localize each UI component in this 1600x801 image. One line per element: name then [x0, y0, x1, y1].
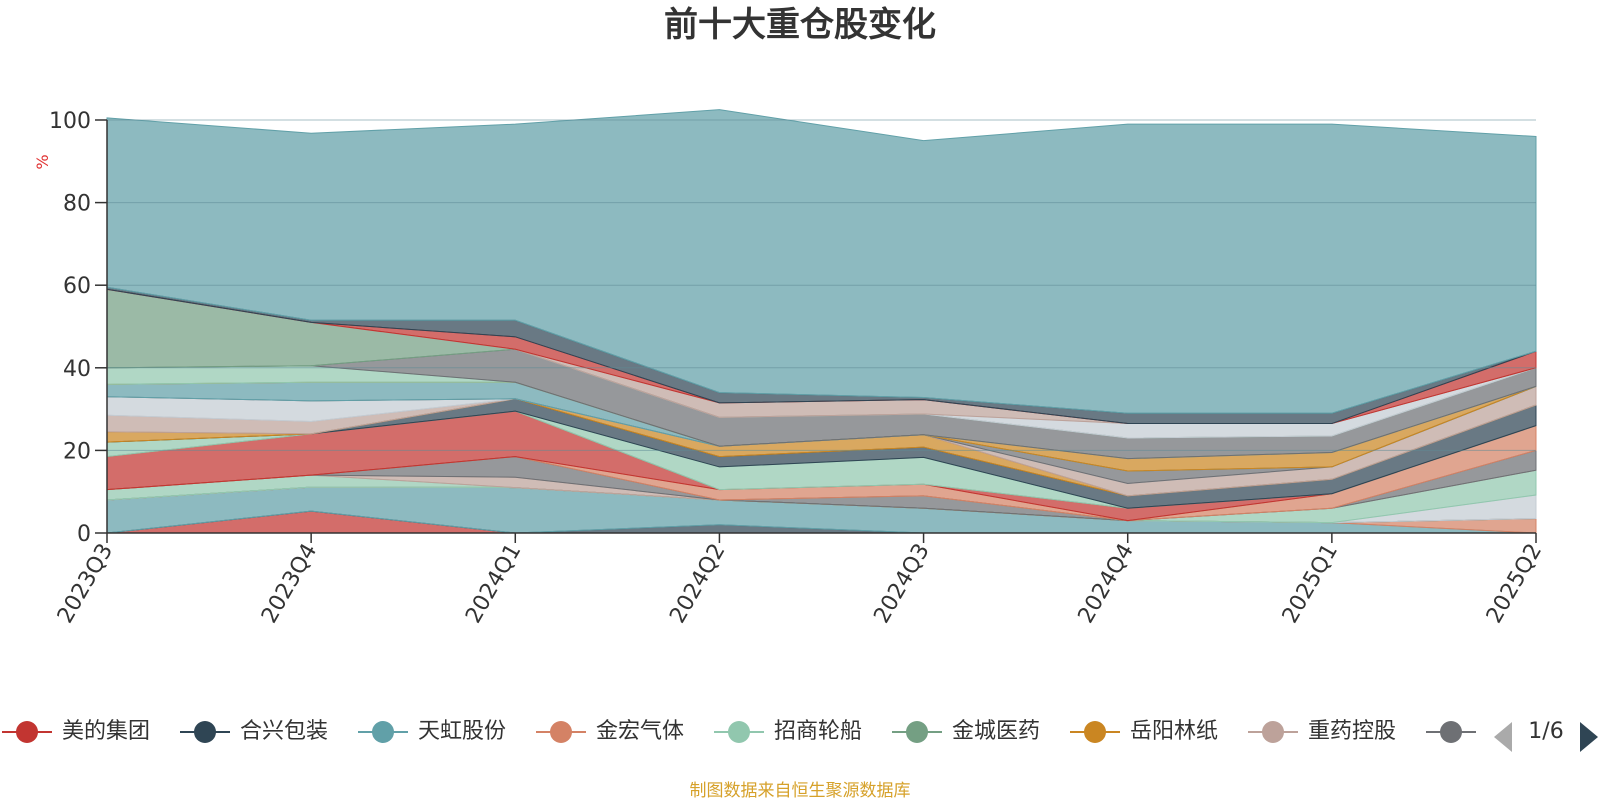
legend-dot-icon: [194, 721, 216, 743]
legend: 美的集团 合兴包装 天虹股份 金宏气体 招商轮船 金城医药 岳阳林纸 重药控股: [0, 712, 1600, 752]
legend-page-indicator: 1/6: [1528, 719, 1564, 744]
legend-items: 美的集团 合兴包装 天虹股份 金宏气体 招商轮船 金城医药 岳阳林纸 重药控股: [0, 712, 1482, 752]
legend-item[interactable]: 岳阳林纸: [1070, 712, 1240, 752]
legend-pager: 1/6: [1494, 712, 1600, 752]
y-tick-label: 20: [63, 439, 91, 464]
legend-item[interactable]: 金城医药: [892, 712, 1062, 752]
legend-label: 天虹股份: [418, 719, 507, 744]
area-layer: [106, 109, 1537, 534]
legend-dot-icon: [1262, 721, 1284, 743]
legend-item[interactable]: 重药控股: [1248, 712, 1418, 752]
x-tick-label: 2024Q4: [1074, 540, 1139, 628]
legend-next-page-icon[interactable]: [1580, 722, 1598, 752]
y-tick-label: 40: [63, 357, 91, 382]
legend-item[interactable]: 金宏气体: [536, 712, 706, 752]
y-axis-unit-label: %: [33, 154, 52, 169]
x-tick-label: 2023Q3: [53, 540, 118, 628]
legend-prev-page-icon[interactable]: [1494, 722, 1512, 752]
x-tick-label: 2025Q1: [1278, 540, 1343, 628]
legend-dot-icon: [1440, 721, 1462, 743]
legend-item[interactable]: 招商轮船: [714, 712, 884, 752]
legend-dot-icon: [372, 721, 394, 743]
legend-label: 美的集团: [62, 719, 151, 744]
x-tick-label: 2024Q1: [461, 540, 526, 628]
legend-dot-icon: [16, 721, 38, 743]
y-tick-label: 0: [77, 522, 91, 547]
legend-item-partial[interactable]: [1426, 712, 1482, 752]
legend-label: 重药控股: [1308, 719, 1397, 744]
y-tick-label: 80: [63, 192, 91, 217]
x-tick-label: 2024Q2: [665, 540, 730, 628]
legend-label: 金宏气体: [596, 719, 685, 744]
legend-item[interactable]: 美的集团: [2, 712, 172, 752]
legend-item[interactable]: 天虹股份: [358, 712, 528, 752]
x-tick-label: 2024Q3: [869, 540, 934, 628]
legend-label: 金城医药: [952, 719, 1041, 744]
legend-dot-icon: [728, 721, 750, 743]
chart-plot: 0 20 40 60 80 100 2023Q3 2023Q4 2024Q1 2024Q2 2024…: [33, 109, 1547, 628]
chart-title: 前十大重仓股变化: [664, 5, 936, 45]
grid-layer: [107, 119, 1536, 451]
area-series-31[interactable]: [106, 109, 1537, 414]
legend-label: 岳阳林纸: [1130, 719, 1219, 744]
legend-dot-icon: [906, 721, 928, 743]
x-tick-label: 2025Q2: [1482, 540, 1547, 628]
legend-label: 招商轮船: [774, 719, 863, 744]
legend-dot-icon: [1084, 721, 1106, 743]
y-tick-label: 60: [63, 274, 91, 299]
x-tick-label: 2023Q4: [257, 540, 322, 628]
legend-dot-icon: [550, 721, 572, 743]
legend-label: 合兴包装: [240, 719, 329, 744]
y-tick-label: 100: [49, 109, 91, 134]
data-source-note: 制图数据来自恒生聚源数据库: [689, 781, 911, 801]
legend-item[interactable]: 合兴包装: [180, 712, 350, 752]
